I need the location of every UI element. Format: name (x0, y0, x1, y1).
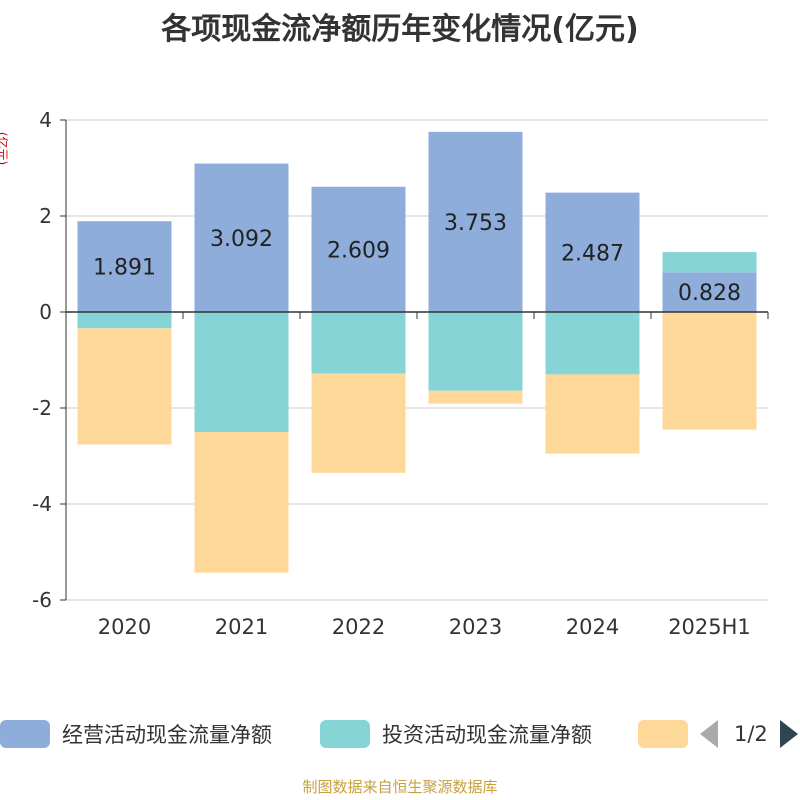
bar-2020-series-2 (77, 328, 172, 445)
legend-item-operating[interactable]: 经营活动现金流量净额 (0, 716, 272, 752)
chart-plot: 4 2 0 -2 -4 -6 2020 2021 2022 2023 2024 2025H1 1.89… (32, 108, 769, 639)
bar-2024-series-2 (545, 374, 640, 454)
data-label-2022: 2.609 (327, 238, 390, 263)
x-tick-label-2024: 2024 (566, 615, 619, 639)
bar-2022-series-2 (311, 373, 406, 473)
data-labels: 1.891 3.092 2.609 3.753 2.487 0.828 (93, 211, 741, 306)
bar-2024-series-1 (545, 312, 640, 375)
legend-swatch-financing (638, 720, 688, 748)
bar-2023-series-2 (428, 390, 523, 404)
chart-title: 各项现金流净额历年变化情况(亿元) (161, 12, 639, 47)
data-label-2025H1: 0.828 (678, 281, 741, 306)
bars (77, 131, 757, 573)
bar-2021-series-2 (194, 432, 289, 573)
bar-2023-series-0 (428, 131, 523, 312)
legend-label-operating: 经营活动现金流量净额 (62, 723, 272, 747)
bar-2021-series-1 (194, 312, 289, 432)
bar-2022-series-0 (311, 186, 406, 312)
y-tick-label: 0 (39, 300, 52, 324)
legend: 经营活动现金流量净额 投资活动现金流量净额 1/2 (0, 716, 800, 756)
data-label-2021: 3.092 (210, 227, 273, 252)
data-label-2024: 2.487 (561, 241, 624, 266)
bar-2021-series-0 (194, 163, 289, 312)
y-tick-label: 2 (39, 204, 52, 228)
legend-page-indicator: 1/2 (734, 722, 768, 746)
legend-pager: 1/2 (700, 716, 798, 752)
x-tick-label-2020: 2020 (98, 615, 151, 639)
grid-lines (66, 119, 768, 601)
next-page-icon[interactable] (779, 720, 798, 748)
data-source-note: 制图数据来自恒生聚源数据库 (302, 778, 498, 796)
y-tick-label: 4 (39, 108, 52, 132)
bar-2020-series-1 (77, 312, 172, 329)
y-tick-label: -6 (32, 588, 52, 612)
legend-swatch-operating (0, 720, 50, 748)
legend-label-investing: 投资活动现金流量净额 (382, 723, 592, 747)
x-tick-label-2023: 2023 (449, 615, 502, 639)
x-tick-label-2022: 2022 (332, 615, 385, 639)
y-tick-label: -2 (32, 396, 52, 420)
axes: 4 2 0 -2 -4 -6 2020 2021 2022 2023 2024 2025H1 (32, 108, 769, 639)
bar-2022-series-1 (311, 312, 406, 374)
x-tick-label-2025H1: 2025H1 (668, 615, 751, 639)
legend-item-financing[interactable] (638, 716, 688, 752)
bar-2020-series-0 (77, 221, 172, 312)
x-tick-label-2021: 2021 (215, 615, 268, 639)
legend-swatch-investing (320, 720, 370, 748)
bar-2025H1-series-1 (662, 252, 757, 273)
data-label-2020: 1.891 (93, 256, 156, 281)
bar-2025H1-series-0 (662, 272, 757, 312)
bar-2023-series-1 (428, 312, 523, 391)
y-tick-label: -4 (32, 492, 52, 516)
bar-2025H1-series-2 (662, 312, 757, 430)
prev-page-icon[interactable] (700, 720, 718, 748)
bar-2024-series-0 (545, 192, 640, 312)
legend-item-investing[interactable]: 投资活动现金流量净额 (320, 716, 592, 752)
data-label-2023: 3.753 (444, 211, 507, 236)
